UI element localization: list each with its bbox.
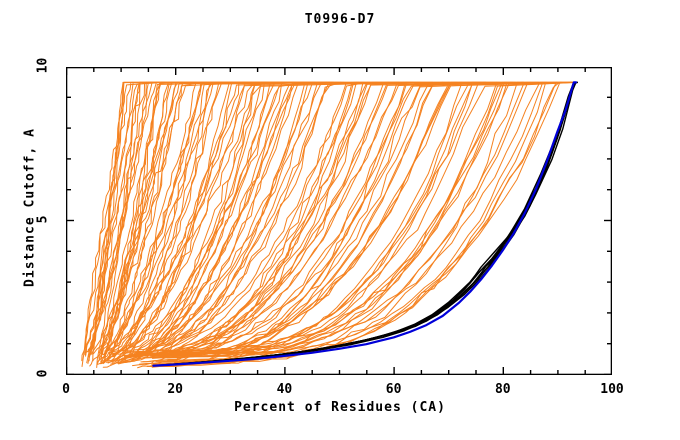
- orange-model-curves: [81, 81, 578, 369]
- axis-frame: [66, 67, 612, 375]
- page-title: T0996-D7: [304, 12, 376, 27]
- x-axis-title: Percent of Residues (CA): [234, 400, 446, 415]
- y-tick-label: 5: [35, 215, 51, 224]
- y-tick-label: 0: [35, 369, 51, 378]
- x-tick-label: 60: [385, 382, 402, 397]
- x-tick-label: 0: [62, 382, 70, 397]
- blue-best-curve: [152, 81, 578, 367]
- x-tick-label: 80: [494, 382, 511, 397]
- x-tick-label: 100: [600, 382, 624, 397]
- plot-canvas: [66, 67, 612, 375]
- x-tick-label: 20: [167, 382, 184, 397]
- y-axis-title: Distance Cutoff, A: [22, 128, 38, 287]
- plot-area: [66, 67, 612, 375]
- black-reference-curves: [158, 81, 578, 366]
- y-tick-label: 10: [35, 57, 51, 74]
- x-tick-label: 40: [276, 382, 293, 397]
